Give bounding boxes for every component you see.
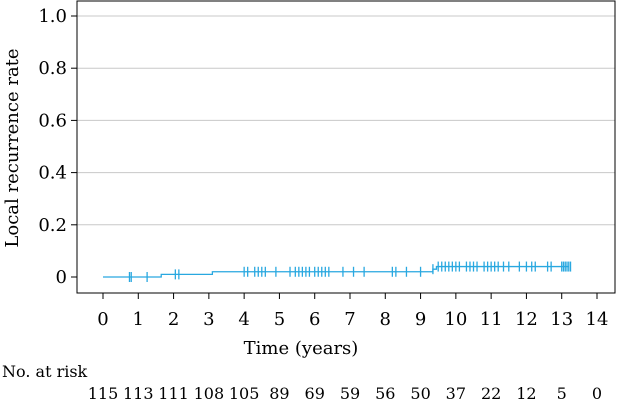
x-axis-title: Time (years) bbox=[244, 338, 359, 359]
x-tick-label-10: 10 bbox=[444, 309, 467, 330]
x-tick-label-9: 9 bbox=[415, 309, 426, 330]
y-tick-label-1: 0.2 bbox=[38, 215, 67, 236]
y-tick-label-5: 1.0 bbox=[38, 6, 67, 27]
x-tick-label-0: 0 bbox=[97, 309, 108, 330]
risk-count-9: 50 bbox=[410, 384, 430, 402]
x-tick-label-3: 3 bbox=[203, 309, 214, 330]
survival-curve-0 bbox=[103, 265, 569, 278]
x-tick-label-2: 2 bbox=[168, 309, 179, 330]
y-tick-label-3: 0.6 bbox=[38, 110, 67, 131]
x-tick-label-12: 12 bbox=[515, 309, 538, 330]
risk-table-title: No. at risk bbox=[2, 362, 88, 381]
x-tick-label-13: 13 bbox=[550, 309, 573, 330]
y-tick-label-0: 0 bbox=[56, 267, 67, 288]
risk-count-3: 108 bbox=[194, 384, 225, 402]
y-axis-ticks: 0 0.2 0.4 0.6 0.8 1.0 bbox=[38, 6, 77, 288]
risk-count-13: 5 bbox=[557, 384, 567, 402]
survival-curve-group bbox=[103, 261, 572, 282]
y-tick-label-2: 0.4 bbox=[38, 163, 67, 184]
x-tick-label-7: 7 bbox=[344, 309, 355, 330]
risk-table-counts: 115 113 111 108 105 89 69 59 56 50 37 22 12 5 0 bbox=[88, 384, 602, 402]
x-axis-ticks: 0 1 2 3 4 5 6 7 8 9 10 11 12 13 14 bbox=[97, 293, 608, 330]
x-tick-label-8: 8 bbox=[380, 309, 391, 330]
risk-count-14: 0 bbox=[592, 384, 602, 402]
plot-frame bbox=[76, 0, 616, 294]
x-tick-label-5: 5 bbox=[274, 309, 285, 330]
x-tick-label-4: 4 bbox=[238, 309, 249, 330]
x-tick-label-11: 11 bbox=[480, 309, 503, 330]
y-axis-title: Local recurrence rate bbox=[2, 48, 23, 247]
risk-count-11: 22 bbox=[481, 384, 501, 402]
risk-count-6: 69 bbox=[305, 384, 325, 402]
risk-count-12: 12 bbox=[516, 384, 536, 402]
gridlines bbox=[77, 15, 615, 226]
risk-count-2: 111 bbox=[158, 384, 189, 402]
x-tick-label-14: 14 bbox=[586, 309, 609, 330]
risk-count-10: 37 bbox=[446, 384, 466, 402]
risk-count-7: 59 bbox=[340, 384, 360, 402]
risk-count-1: 113 bbox=[123, 384, 154, 402]
risk-count-4: 105 bbox=[229, 384, 260, 402]
x-tick-label-6: 6 bbox=[309, 309, 320, 330]
x-tick-label-1: 1 bbox=[133, 309, 144, 330]
y-tick-label-4: 0.8 bbox=[38, 58, 67, 79]
risk-count-0: 115 bbox=[88, 384, 119, 402]
risk-count-8: 56 bbox=[375, 384, 395, 402]
risk-count-5: 89 bbox=[269, 384, 289, 402]
